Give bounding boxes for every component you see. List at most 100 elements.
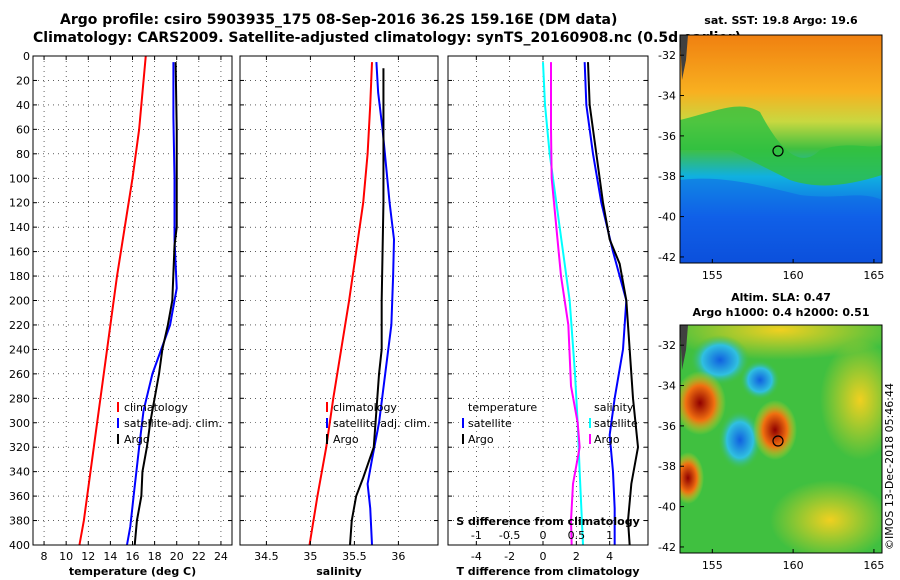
x-tick-label: 16 <box>126 550 140 563</box>
lon-tick-label: 155 <box>702 559 723 572</box>
lat-tick-label: -42 <box>658 251 676 264</box>
panel-salinity: 34.5 35 35.5 36 salinity climatology satellite… <box>239 55 439 578</box>
lat-tick-label: -34 <box>658 380 676 393</box>
legend-label: Argo <box>468 433 494 446</box>
x-tick-label: 2 <box>573 550 580 563</box>
panel-temperature: 8 10 12 14 16 18 20 22 24 temperature (deg C) 0 20 4… <box>9 50 233 578</box>
sst-map-title: sat. SST: 19.8 Argo: 19.6 <box>704 14 858 27</box>
x-axis-label: T difference from climatology <box>456 565 639 578</box>
x-tick-label: 24 <box>214 550 228 563</box>
x-tick-label: 4 <box>606 550 613 563</box>
lon-tick-label: 155 <box>702 269 723 282</box>
y-tick-label: 340 <box>9 466 30 479</box>
series-argo <box>349 68 385 546</box>
legend-label: satellite <box>594 417 638 430</box>
panel-difference: -4 -2 0 2 4 T difference from climatology temp… <box>447 55 649 578</box>
figure-subtitle: Climatology: CARS2009. Satellite-adjuste… <box>33 30 741 46</box>
x-axis-label: temperature (deg C) <box>69 565 196 578</box>
x-tick-label: 10 <box>59 550 73 563</box>
series-s-argo <box>550 62 581 546</box>
y-tick-label: 220 <box>9 319 30 332</box>
legend-label: Argo <box>124 433 150 446</box>
lon-tick-label: 165 <box>863 559 884 572</box>
legend-label: satellite adj. clim. <box>333 417 430 430</box>
sla-map-subtitle: Argo h1000: 0.4 h2000: 0.51 <box>692 306 869 319</box>
legend-label: Argo <box>594 433 620 446</box>
y-tick-label: 200 <box>9 295 30 308</box>
argo-location-marker-sst <box>772 145 784 157</box>
x-tick-label: 12 <box>81 550 95 563</box>
x-tick-label: 20 <box>170 550 184 563</box>
lat-tick-label: -32 <box>658 339 676 352</box>
y-tick-label: 0 <box>23 50 30 63</box>
y-tick-label: 260 <box>9 368 30 381</box>
series-t-satellite <box>583 62 628 545</box>
y-tick-label: 380 <box>9 515 30 528</box>
lat-tick-label: -42 <box>658 541 676 554</box>
y-tick-label: 40 <box>16 99 30 112</box>
x-tick-label: 18 <box>148 550 162 563</box>
s-axis-label: S difference from climatology <box>456 515 640 528</box>
x-tick-label: 0 <box>540 550 547 563</box>
s-tick-label: 0.5 <box>568 529 586 542</box>
lat-tick-label: -38 <box>658 460 676 473</box>
s-tick-label: 0 <box>540 529 547 542</box>
credit-text: ©IMOS 13-Dec-2018 05:46:44 <box>883 383 896 550</box>
lat-tick-label: -38 <box>658 170 676 183</box>
x-tick-label: 8 <box>41 550 48 563</box>
x-tick-label: 22 <box>192 550 206 563</box>
sla-map-title: Altim. SLA: 0.47 <box>731 291 831 304</box>
lat-tick-label: -36 <box>658 420 676 433</box>
coastline <box>680 35 688 80</box>
x-tick-label: 35.5 <box>342 550 367 563</box>
y-tick-label: 140 <box>9 221 30 234</box>
series-climatology <box>78 55 147 546</box>
legend-label: satellite <box>468 417 512 430</box>
x-tick-label: 35 <box>303 550 317 563</box>
argo-location-marker-sla <box>772 435 784 447</box>
legend-label: satellite-adj. clim. <box>124 417 222 430</box>
y-tick-label: 240 <box>9 343 30 356</box>
legend-label: salinity <box>594 401 634 414</box>
y-tick-label: 80 <box>16 148 30 161</box>
y-tick-label: 160 <box>9 246 30 259</box>
legend-label: climatology <box>333 401 397 414</box>
lat-tick-label: -34 <box>658 90 676 103</box>
y-tick-label: 60 <box>16 123 30 136</box>
y-tick-label: 120 <box>9 197 30 210</box>
y-tick-label: 280 <box>9 392 30 405</box>
s-tick-label: -0.5 <box>499 529 520 542</box>
x-tick-label: 14 <box>103 550 117 563</box>
s-tick-label: 1 <box>606 529 613 542</box>
series-climatology <box>308 62 373 546</box>
y-tick-label: 180 <box>9 270 30 283</box>
x-tick-label: 36 <box>391 550 405 563</box>
series-t-argo <box>587 62 640 546</box>
lon-tick-label: 165 <box>863 269 884 282</box>
lat-tick-label: -32 <box>658 49 676 62</box>
x-tick-label: -4 <box>471 550 482 563</box>
series-argo <box>133 62 178 546</box>
x-axis-label: salinity <box>316 565 362 578</box>
legend-label: temperature <box>468 401 537 414</box>
lat-tick-label: -36 <box>658 130 676 143</box>
s-tick-label: -1 <box>471 529 482 542</box>
y-tick-label: 100 <box>9 172 30 185</box>
series-satellite-adj-clim- <box>125 62 178 546</box>
lat-tick-label: -40 <box>658 501 676 514</box>
y-tick-label: 20 <box>16 74 30 87</box>
sst-map: sat. SST: 19.8 Argo: 19.6 <box>679 14 883 264</box>
y-tick-label: 360 <box>9 490 30 503</box>
lon-tick-label: 160 <box>783 269 804 282</box>
y-tick-label: 400 <box>9 539 30 552</box>
legend-label: climatology <box>124 401 188 414</box>
sla-map: Altim. SLA: 0.47 Argo h1000: 0.4 h2000: … <box>679 291 883 554</box>
map-axes: -32 -34 -36 -38 -40 -42 155 160 165 -32 -34 -36 -38 -… <box>658 49 884 572</box>
y-tick-label: 300 <box>9 417 30 430</box>
lat-tick-label: -40 <box>658 211 676 224</box>
x-tick-label: 34.5 <box>254 550 279 563</box>
figure-title: Argo profile: csiro 5903935_175 08-Sep-2… <box>60 12 617 28</box>
y-tick-label: 320 <box>9 441 30 454</box>
